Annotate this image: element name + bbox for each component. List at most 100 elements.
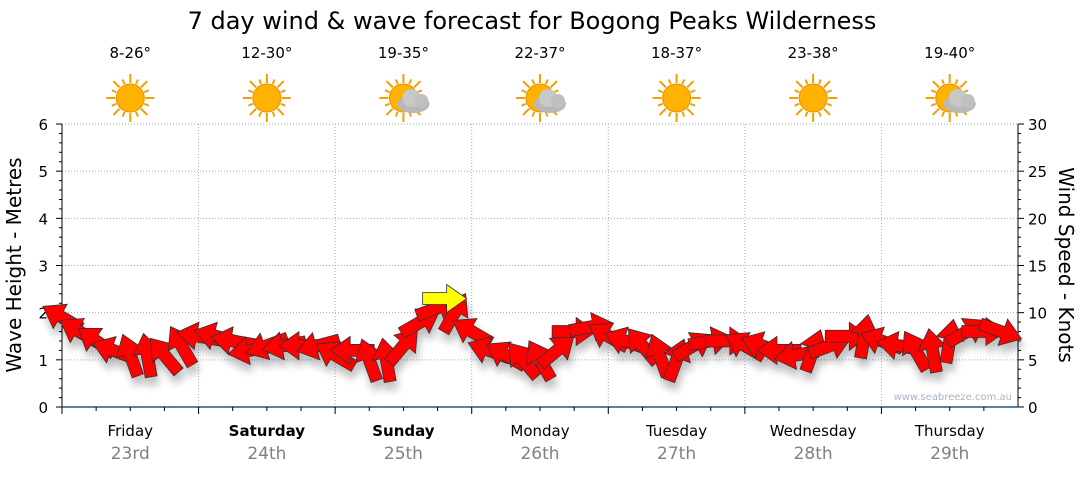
day-name: Friday <box>108 422 154 440</box>
sun-ray <box>823 80 831 89</box>
sun-ray <box>258 79 263 85</box>
wind-arrow <box>329 335 375 366</box>
sun-ray <box>140 107 148 116</box>
partly-cloudy-icon <box>379 74 430 122</box>
right-tick-label: 0 <box>1028 399 1038 417</box>
left-axis-title: Wave Height - Metres <box>2 157 26 372</box>
right-tick-label: 25 <box>1028 163 1047 181</box>
right-tick-label: 5 <box>1028 352 1038 370</box>
partly-cloudy-icon <box>516 74 566 122</box>
sun-ray <box>657 102 664 107</box>
sun-ray <box>930 102 937 107</box>
right-tick-label: 15 <box>1028 258 1047 276</box>
cloud <box>551 94 565 108</box>
sun-ray <box>521 89 527 94</box>
day-name: Wednesday <box>770 422 857 440</box>
day-name: Thursday <box>914 422 985 440</box>
day-date: 26th <box>520 444 559 464</box>
sun-ray <box>657 89 664 94</box>
wind-arrow <box>115 333 144 379</box>
sun-ray <box>121 111 126 117</box>
sun-ray <box>135 79 139 85</box>
highlight-wind-arrow <box>422 283 468 314</box>
sun-ray <box>804 79 809 85</box>
sun-ray <box>795 80 804 89</box>
sun-ray <box>394 111 399 117</box>
sun-ray <box>795 107 804 116</box>
sun-ray <box>804 111 809 117</box>
left-tick-label: 6 <box>38 116 48 134</box>
sun-ray <box>249 107 257 116</box>
sun-ray <box>394 79 399 85</box>
sun-ray <box>794 89 800 94</box>
right-axis-title: Wind Speed - Knots <box>1054 167 1078 363</box>
sun-ray <box>521 102 527 107</box>
sun-disc <box>798 83 828 113</box>
wind-arrow <box>917 328 947 374</box>
sun-ray <box>690 89 696 94</box>
sun-ray <box>413 80 422 89</box>
wind-arrow <box>315 341 358 372</box>
sun-ray <box>111 102 117 107</box>
wind-arrow <box>535 335 575 370</box>
left-tick-label: 4 <box>38 210 48 228</box>
day-date: 25th <box>384 444 423 464</box>
sun-ray <box>276 107 285 116</box>
sun-ray <box>258 111 263 117</box>
sun-icon <box>789 74 838 122</box>
day-name: Saturday <box>229 422 306 440</box>
day-temperature: 18-37° <box>651 44 702 62</box>
cloud <box>414 94 429 108</box>
sun-ray <box>247 89 254 94</box>
sun-ray <box>247 102 254 107</box>
sun-ray <box>271 111 276 117</box>
sun-ray <box>817 79 822 85</box>
sun-ray <box>658 107 667 116</box>
sun-ray <box>817 111 822 117</box>
watermark: www.seabreeze.com.au <box>894 392 1012 403</box>
sun-ray <box>690 102 696 107</box>
day-temperature: 19-40° <box>924 44 975 62</box>
left-tick-label: 5 <box>38 163 48 181</box>
day-name: Sunday <box>372 422 435 440</box>
day-date: 24th <box>247 444 286 464</box>
sun-ray <box>681 79 686 85</box>
left-tick-label: 1 <box>38 352 48 370</box>
wind-arrow <box>977 317 1023 346</box>
sun-ray <box>121 79 126 85</box>
sun-ray <box>941 111 945 117</box>
day-date: 23rd <box>111 444 150 464</box>
sun-ray <box>143 89 150 94</box>
sun-ray <box>112 107 121 116</box>
sun-ray <box>276 80 285 89</box>
sun-ray <box>385 107 394 116</box>
sun-ray <box>280 89 286 94</box>
day-temperature: 19-35° <box>378 44 429 62</box>
sun-ray <box>384 102 390 107</box>
sun-ray <box>959 80 968 89</box>
sun-ray <box>384 89 390 94</box>
sun-ray <box>667 79 672 85</box>
sun-icon <box>242 74 291 122</box>
day-temperature: 22-37° <box>514 44 565 62</box>
day-date: 27th <box>657 444 696 464</box>
sun-disc <box>115 83 145 113</box>
sun-ray <box>667 111 672 117</box>
chart-title: 7 day wind & wave forecast for Bogong Pe… <box>188 7 877 35</box>
right-tick-label: 10 <box>1028 305 1047 323</box>
sun-ray <box>941 79 945 85</box>
sun-icon <box>652 74 701 122</box>
sun-ray <box>522 80 531 89</box>
sun-ray <box>522 107 531 116</box>
day-name: Tuesday <box>645 422 707 440</box>
sun-disc <box>662 83 692 113</box>
sun-ray <box>686 107 695 116</box>
cloud <box>960 94 975 108</box>
right-tick-label: 30 <box>1028 116 1047 134</box>
day-name: Monday <box>510 422 569 440</box>
wind-arrow <box>354 338 383 384</box>
sun-ray <box>826 102 833 107</box>
left-tick-label: 2 <box>38 305 48 323</box>
left-tick-label: 0 <box>38 399 48 417</box>
